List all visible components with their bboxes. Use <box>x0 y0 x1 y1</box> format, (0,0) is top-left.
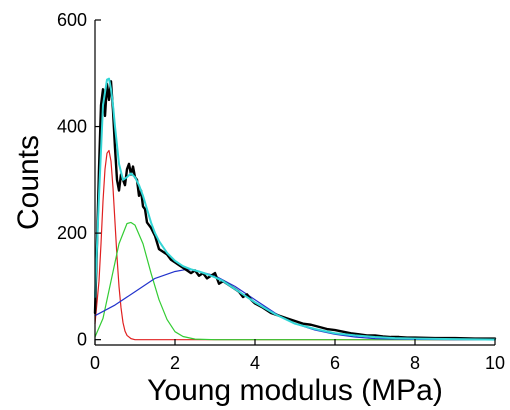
measured-histogram-line <box>93 80 497 340</box>
y-ticks-group: 0 200 400 600 <box>57 10 101 350</box>
x-tick-label: 6 <box>330 353 340 373</box>
x-tick-label: 4 <box>250 353 260 373</box>
y-tick-label: 200 <box>57 223 87 243</box>
y-tick-label: 600 <box>57 10 87 30</box>
y-tick-label: 0 <box>77 330 87 350</box>
x-axis-title: Young modulus (MPa) <box>147 374 443 407</box>
x-tick-label: 0 <box>90 353 100 373</box>
x-ticks-group: 0 2 4 6 8 10 <box>90 339 505 373</box>
cumulative-fit-line <box>94 77 496 341</box>
x-tick-label: 2 <box>170 353 180 373</box>
peak-2-line <box>94 221 496 341</box>
plot-series-group <box>93 77 497 341</box>
y-axis-title: Counts <box>12 135 45 230</box>
peak-3-line <box>94 268 496 341</box>
x-tick-label: 10 <box>485 353 505 373</box>
y-tick-label: 400 <box>57 117 87 137</box>
peak-1-line <box>94 149 496 341</box>
x-tick-label: 8 <box>410 353 420 373</box>
